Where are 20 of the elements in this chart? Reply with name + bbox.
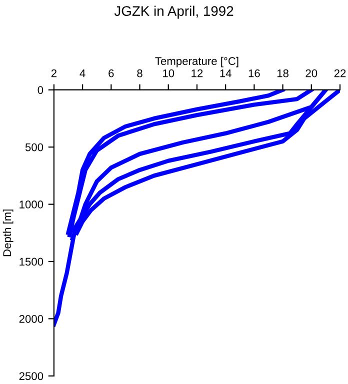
y-tick-label: 2000 (19, 314, 44, 323)
y-tick-label: 2500 (19, 372, 44, 380)
y-tick-label: 1500 (20, 258, 44, 266)
y-tick-label: 0 (38, 86, 44, 94)
x-tick-label: 2 (51, 69, 56, 78)
x-tick-label: 4 (80, 69, 86, 78)
x-tick-label: 18 (277, 69, 288, 78)
chart-title: JGZK in April, 1992 (114, 6, 234, 19)
x-tick-label: 8 (137, 69, 142, 78)
x-tick-label: 20 (306, 69, 318, 78)
y-tick-label: 1000 (20, 200, 44, 208)
x-tick-label: 16 (248, 69, 260, 78)
y-tick-label: 500 (25, 143, 44, 152)
x-tick-label: 6 (108, 69, 114, 78)
x-tick-label: 22 (334, 69, 346, 78)
x-axis-title: Temperature [°C] (155, 56, 238, 68)
y-axis-title: Depth [m] (2, 210, 14, 256)
x-tick-label: 12 (192, 69, 203, 78)
x-tick-label: 10 (163, 69, 174, 78)
x-tick-label: 14 (220, 69, 232, 78)
